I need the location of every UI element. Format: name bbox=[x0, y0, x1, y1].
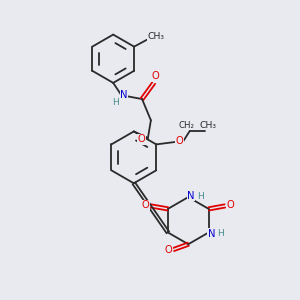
Text: O: O bbox=[226, 200, 234, 210]
Text: CH₃: CH₃ bbox=[200, 121, 217, 130]
Text: O: O bbox=[142, 200, 149, 210]
Text: O: O bbox=[138, 134, 145, 144]
Text: O: O bbox=[176, 136, 183, 146]
Text: N: N bbox=[208, 229, 215, 239]
Text: N: N bbox=[120, 90, 128, 100]
Text: O: O bbox=[164, 245, 172, 255]
Text: H: H bbox=[197, 192, 204, 201]
Text: H: H bbox=[218, 229, 224, 238]
Text: N: N bbox=[188, 190, 195, 201]
Text: CH₂: CH₂ bbox=[178, 121, 194, 130]
Text: CH₃: CH₃ bbox=[147, 32, 164, 41]
Text: O: O bbox=[152, 71, 159, 81]
Text: H: H bbox=[112, 98, 119, 107]
